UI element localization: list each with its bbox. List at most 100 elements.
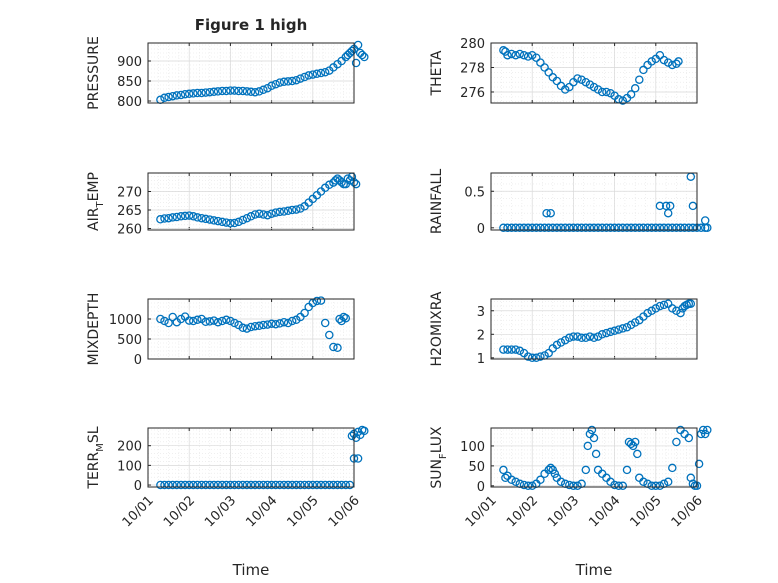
data-point: [254, 321, 264, 331]
data-point: [602, 328, 611, 338]
data-point: [337, 316, 346, 326]
subplot-pressure: 800 850 900 PRESSURE: [86, 36, 369, 110]
figure-title: Figure 1 high: [195, 16, 308, 34]
data-point: [655, 50, 665, 60]
data-point: [643, 308, 652, 318]
data-point: [164, 92, 173, 102]
data-point: [536, 352, 545, 361]
data-point: [511, 477, 520, 487]
data-point: [618, 223, 628, 233]
x-tick-label: 10/04: [586, 493, 623, 530]
subplot-sun-flux: 0 50 100 SUNFLUX 10/01 10/02 10/03 10/04 10/05 10…: [429, 425, 712, 530]
data-point: [238, 480, 248, 490]
data-point: [263, 320, 272, 329]
data-point: [569, 481, 578, 491]
data-point: [230, 318, 239, 328]
data-point: [160, 214, 169, 223]
data-point: [296, 480, 305, 490]
data-point: [499, 46, 508, 55]
data-point: [325, 330, 334, 340]
subplot-theta: 276 278 280 THETA: [429, 37, 698, 105]
data-point: [209, 480, 219, 490]
data-point: [263, 210, 272, 220]
data-point: [540, 223, 549, 233]
y-tick-label: 1000: [109, 313, 142, 328]
data-point: [507, 345, 516, 354]
y-tick-label: 265: [117, 204, 142, 219]
data-point: [201, 480, 210, 490]
data-point: [197, 480, 206, 490]
data-point: [552, 76, 562, 86]
x-tick-label: 10/05: [285, 493, 322, 530]
data-point: [659, 300, 669, 310]
data-point: [308, 480, 318, 490]
data-point: [532, 223, 541, 233]
data-point: [205, 215, 215, 224]
data-point: [234, 480, 243, 490]
data-point: [222, 315, 231, 325]
data-point: [283, 77, 293, 86]
data-point: [573, 481, 582, 491]
data-point: [176, 314, 186, 324]
data-point: [585, 332, 595, 341]
data-point: [703, 425, 712, 435]
data-point: [630, 437, 640, 447]
data-point: [511, 223, 520, 233]
data-point: [523, 52, 533, 61]
data-point: [205, 317, 215, 326]
data-point: [536, 58, 545, 67]
y-tick-label: 260: [117, 223, 142, 238]
data-point: [651, 481, 661, 491]
data-point: [333, 480, 342, 490]
data-point: [668, 304, 677, 313]
data-point: [283, 206, 293, 216]
axes-border: [490, 298, 698, 360]
data-point: [523, 352, 533, 361]
y-tick-label: 0.5: [464, 185, 485, 200]
data-point: [519, 223, 529, 233]
y-tick-label: 0: [134, 479, 142, 494]
data-point: [523, 223, 533, 233]
data-point: [242, 480, 252, 490]
x-tick-label: 10/02: [161, 493, 198, 530]
data-point: [655, 201, 665, 211]
data-point: [353, 40, 363, 50]
data-point: [275, 78, 285, 87]
data-point: [164, 213, 173, 223]
data-point: [193, 213, 202, 222]
data-point: [647, 223, 656, 233]
data-point: [589, 82, 599, 92]
data-point: [193, 88, 202, 98]
y-axis-label: PRESSURE: [86, 36, 102, 110]
y-tick-label: 280: [460, 37, 485, 52]
data-point: [217, 480, 227, 490]
axes-border: [147, 298, 355, 360]
data-point: [250, 480, 260, 490]
data-point: [213, 87, 223, 96]
data-point: [499, 465, 508, 475]
data-point: [254, 209, 264, 218]
data-point: [527, 481, 537, 491]
x-axis-label-left: Time: [232, 561, 270, 579]
data-point: [532, 353, 541, 363]
data-point: [507, 475, 516, 485]
data-point: [308, 70, 318, 79]
data-point: [172, 480, 182, 490]
data-point: [226, 480, 235, 490]
data-point: [320, 67, 330, 77]
data-point: [283, 318, 293, 328]
data-point: [287, 480, 297, 490]
y-axis-label: MIXDEPTH: [86, 293, 102, 366]
data-point: [351, 58, 361, 68]
data-point: [292, 480, 301, 490]
y-tick-label: 276: [460, 86, 485, 101]
x-tick-label: 10/02: [504, 493, 541, 530]
data-point: [565, 480, 574, 490]
data-point: [271, 319, 280, 329]
data-point: [217, 86, 227, 96]
data-point: [180, 480, 190, 490]
data-point: [643, 223, 652, 233]
data-point: [618, 96, 628, 105]
data-point: [573, 223, 582, 233]
x-tick-label: 10/01: [120, 493, 157, 530]
